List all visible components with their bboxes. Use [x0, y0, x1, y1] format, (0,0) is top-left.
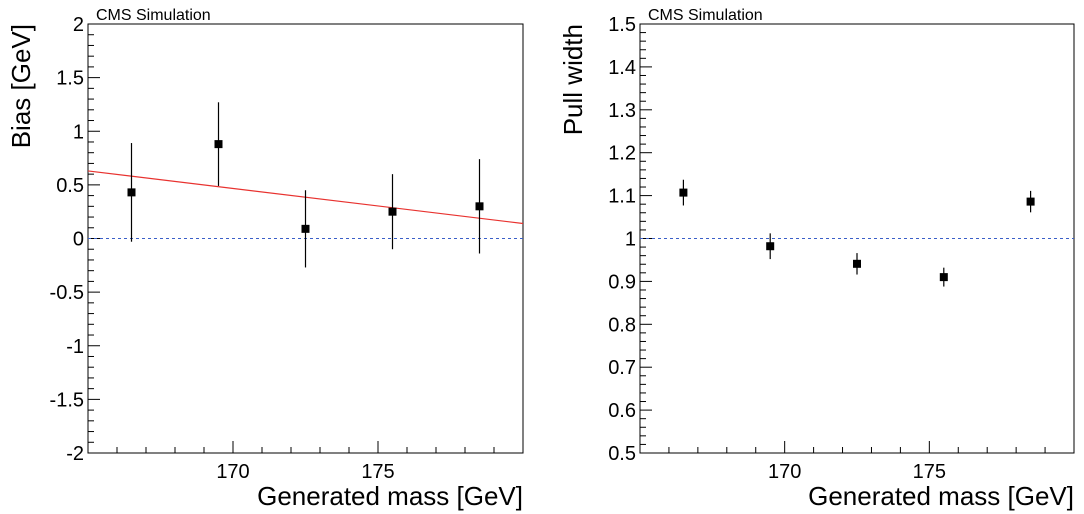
data-point	[475, 202, 484, 211]
data-point	[214, 140, 223, 149]
x-axis-title: Generated mass [GeV]	[257, 481, 523, 511]
y-tick-label: -1.5	[50, 389, 84, 411]
y-tick-label: 1.5	[608, 14, 636, 36]
y-tick-label: 0.9	[608, 271, 636, 293]
y-tick-label: -0.5	[50, 282, 84, 304]
y-tick-label: 2	[73, 14, 84, 36]
y-tick-label: 0	[73, 229, 84, 251]
data-point	[301, 224, 310, 233]
pull-width-panel: 0.5 0.6 0.7 0.8 0.9 1 1.1 1.2 1.3 1.4 1.5 170 175Gen…	[558, 7, 1075, 511]
data-point	[939, 273, 948, 282]
cms-simulation-label: CMS Simulation	[96, 7, 211, 24]
cms-simulation-label: CMS Simulation	[648, 7, 763, 24]
y-tick-label: 1.5	[56, 68, 84, 90]
y-tick-label: 1	[625, 229, 636, 251]
y-tick-label: 1.3	[608, 100, 636, 122]
data-point	[766, 242, 775, 251]
y-tick-label: -2	[66, 443, 84, 465]
x-tick-label: 170	[768, 461, 801, 483]
data-point	[388, 207, 397, 216]
y-tick-label: 1.1	[608, 186, 636, 208]
y-tick-label: 0.6	[608, 400, 636, 422]
x-axis-title: Generated mass [GeV]	[808, 481, 1074, 511]
y-axis-title: Bias [GeV]	[6, 24, 36, 148]
y-tick-label: 1.4	[608, 57, 636, 79]
data-point	[679, 188, 688, 197]
y-tick-label: 0.7	[608, 357, 636, 379]
x-tick-label: 175	[913, 461, 946, 483]
data-point	[127, 188, 136, 197]
y-tick-label: 0.5	[56, 175, 84, 197]
y-axis-title: Pull width	[558, 24, 588, 135]
y-tick-label: 0.8	[608, 314, 636, 336]
y-tick-label: 1	[73, 121, 84, 143]
y-tick-label: 0.5	[608, 443, 636, 465]
x-tick-label: 170	[216, 461, 249, 483]
data-point	[853, 259, 861, 268]
y-tick-label: -1	[66, 336, 84, 358]
y-tick-label: 1.2	[608, 143, 636, 165]
data-point	[1026, 197, 1035, 206]
x-tick-label: 175	[361, 461, 394, 483]
